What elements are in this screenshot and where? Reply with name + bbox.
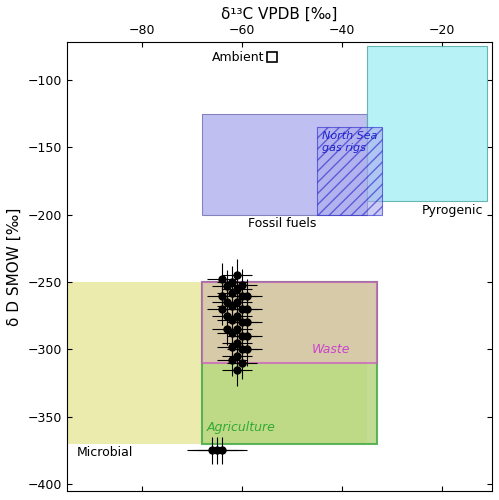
X-axis label: δ¹³C VPDB [‰]: δ¹³C VPDB [‰] bbox=[221, 7, 338, 22]
Text: Ambient: Ambient bbox=[212, 50, 264, 64]
Y-axis label: δ D SMOW [‰]: δ D SMOW [‰] bbox=[7, 208, 22, 326]
Bar bbox=[202, 114, 367, 214]
Text: North Sea
gas rigs: North Sea gas rigs bbox=[322, 131, 377, 153]
Bar bbox=[67, 282, 367, 444]
Text: Pyrogenic: Pyrogenic bbox=[422, 204, 484, 217]
Bar bbox=[202, 282, 377, 363]
Bar bbox=[367, 46, 487, 202]
Text: Waste: Waste bbox=[312, 342, 350, 355]
Text: Fossil fuels: Fossil fuels bbox=[248, 218, 316, 230]
Bar bbox=[317, 127, 382, 214]
Text: Agriculture: Agriculture bbox=[207, 421, 276, 434]
Bar bbox=[202, 282, 377, 444]
Text: Microbial: Microbial bbox=[77, 446, 133, 460]
